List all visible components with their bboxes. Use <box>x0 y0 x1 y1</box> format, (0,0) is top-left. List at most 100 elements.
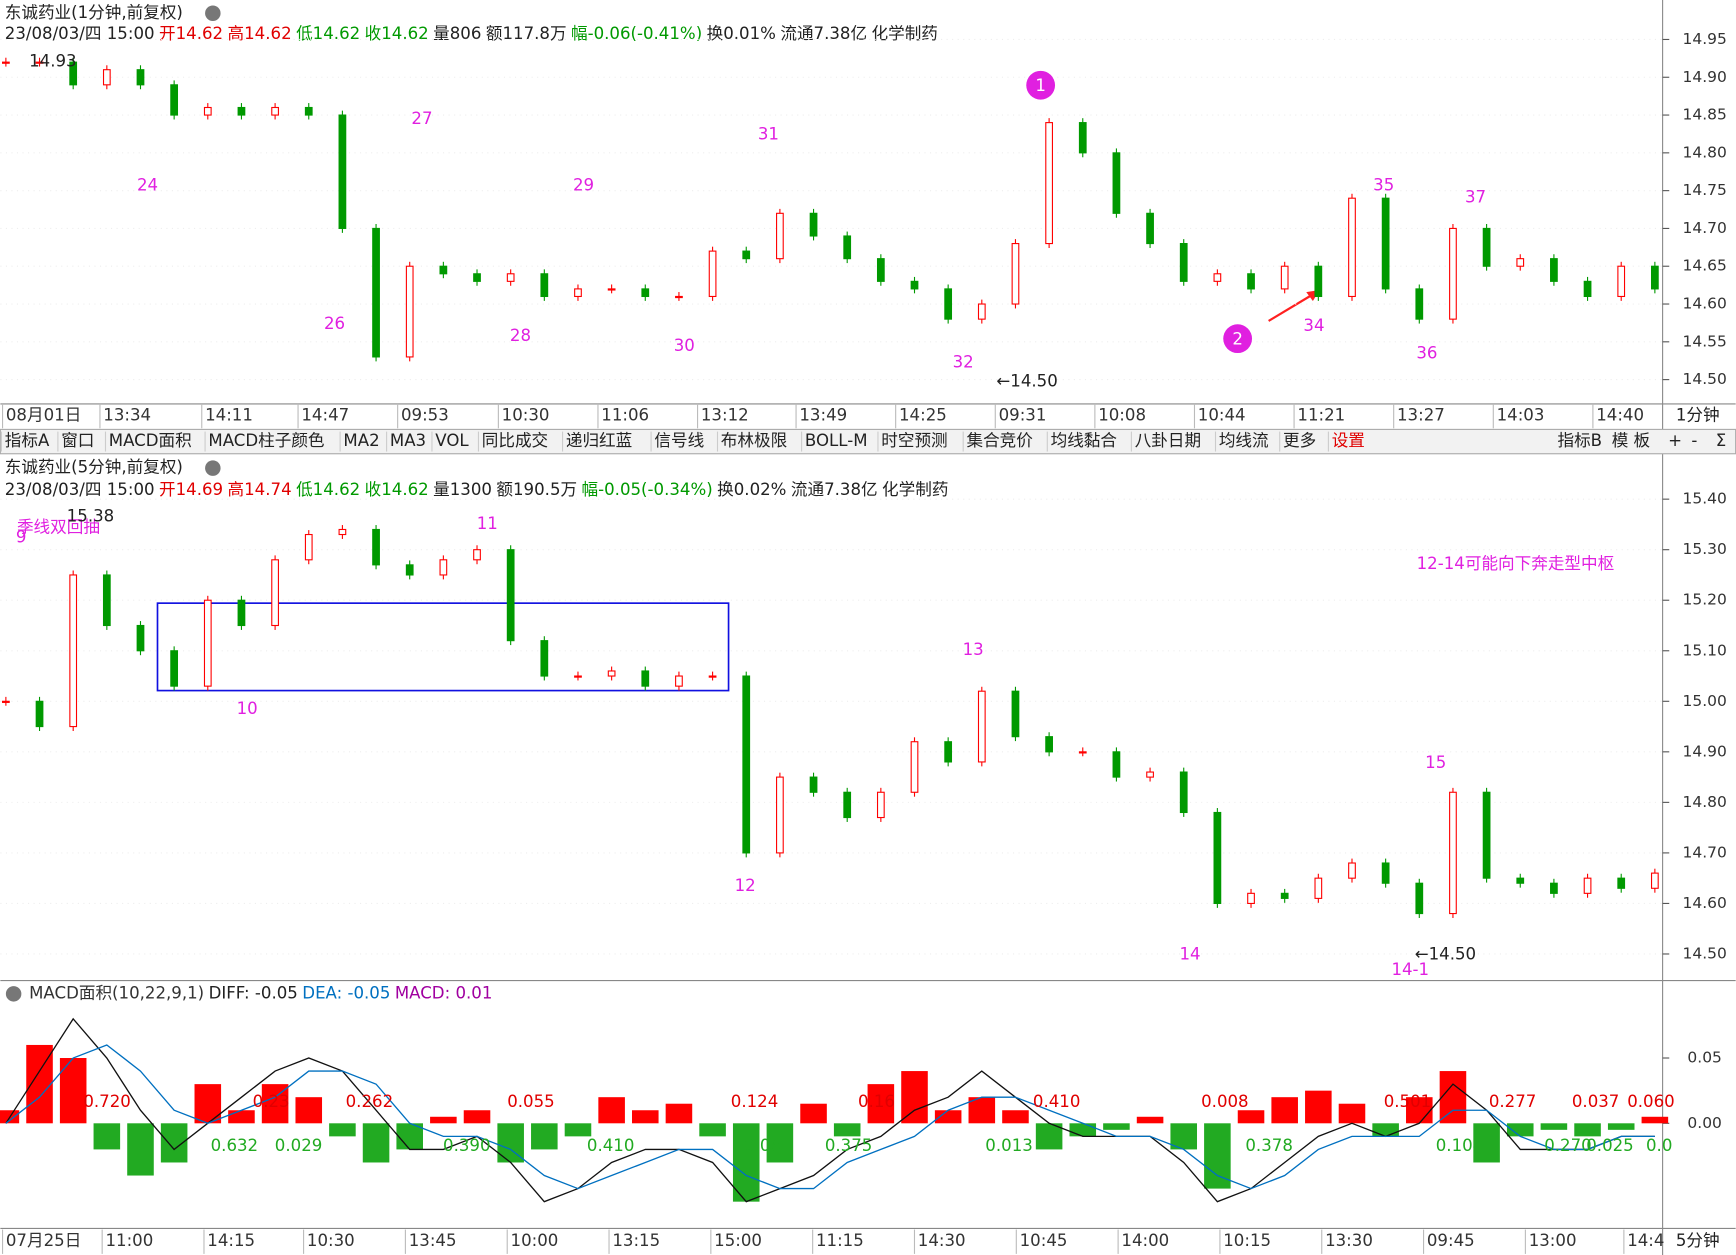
toolbar-button[interactable]: 模 板 <box>1612 431 1651 450</box>
annotation: 9 <box>16 527 27 546</box>
y-tick-label: 15.00 <box>1682 692 1726 710</box>
x-tick-label: 11:06 <box>601 406 649 425</box>
x-tick-label: 13:45 <box>409 1231 457 1250</box>
x-tick-label: 13:34 <box>103 406 151 425</box>
toolbar-button[interactable]: 均线黏合 <box>1051 431 1118 450</box>
candle <box>35 700 44 728</box>
macd-bar <box>1372 1123 1399 1137</box>
toolbar-button[interactable]: 递归红蓝 <box>566 431 632 450</box>
candle <box>237 599 246 627</box>
toolbar-button[interactable]: MACD面积 <box>109 431 192 450</box>
macd-bar <box>1136 1116 1164 1124</box>
candle <box>1482 227 1491 267</box>
annotation: 36 <box>1416 344 1437 363</box>
y-tick-label: 14.85 <box>1682 106 1726 124</box>
macd-bar <box>463 1110 491 1124</box>
info-item: 换0.02% <box>717 480 786 499</box>
dea-line <box>5 1044 1655 1190</box>
candle <box>1381 862 1390 884</box>
candle <box>2 700 10 703</box>
toolbar-button[interactable]: 集合竞价 <box>966 431 1033 450</box>
candle <box>372 528 380 566</box>
toolbar-button[interactable]: 八卦日期 <box>1135 431 1201 450</box>
y-tick-label: 14.65 <box>1682 257 1726 275</box>
toolbar-button[interactable]: BOLL-M <box>805 431 868 450</box>
info-item: 收14.62 <box>365 24 429 43</box>
macd-bar <box>1540 1123 1568 1130</box>
candle <box>1650 872 1659 889</box>
y-axis: 0.00 0.05 <box>1662 1049 1722 1132</box>
x-tick-label: 11:15 <box>816 1231 864 1250</box>
candle <box>1583 280 1592 298</box>
candle <box>1112 751 1121 778</box>
macd-bar <box>362 1123 390 1163</box>
annotation: 29 <box>573 175 594 194</box>
y-tick-label: 14.50 <box>1682 944 1726 962</box>
y-tick-label: 14.60 <box>1682 894 1726 912</box>
info-item: 23/08/03/四 15:00 <box>5 24 155 43</box>
macd-bar <box>1103 1123 1130 1130</box>
candle <box>1516 877 1525 884</box>
toolbar-button[interactable]: + <box>1668 431 1682 450</box>
annotation: 24 <box>137 175 158 194</box>
toolbar-button[interactable]: 均线流 <box>1219 431 1269 450</box>
candle <box>910 741 919 793</box>
info-item: 流通7.38亿 <box>780 24 867 43</box>
toolbar-button[interactable]: VOL <box>435 431 469 450</box>
toolbar-button[interactable]: MACD柱子颜色 <box>208 431 324 450</box>
toolbar-button[interactable]: 指标B <box>1557 431 1602 450</box>
candle <box>1011 690 1020 738</box>
area-label: 0.375 <box>825 1136 873 1155</box>
arrow <box>1268 293 1314 322</box>
y-tick-label: 15.30 <box>1682 540 1726 558</box>
title-toggle[interactable] <box>205 460 221 476</box>
macd-bar <box>93 1123 121 1150</box>
toolbar-button[interactable]: 窗口 <box>61 431 94 450</box>
y-tick-label: 15.10 <box>1682 641 1726 659</box>
macd-bar <box>295 1097 323 1124</box>
toolbar-button[interactable]: 更多 <box>1283 431 1316 450</box>
macd-bar <box>1035 1123 1063 1150</box>
candle <box>203 106 212 116</box>
macd-bar <box>833 1123 861 1137</box>
area-label: 0.270 <box>1544 1136 1592 1155</box>
title-toggle[interactable] <box>205 5 221 22</box>
area-label: 0.277 <box>1489 1092 1537 1111</box>
area-label: 0.06 <box>744 1136 781 1155</box>
annotation: 季线双回抽 <box>17 517 100 536</box>
x-tick-label: 08月01日 <box>6 406 81 425</box>
candle <box>1381 197 1390 290</box>
candle <box>910 280 919 290</box>
macd-toggle[interactable] <box>5 986 22 1002</box>
macd-bar <box>430 1116 457 1124</box>
toolbar-button[interactable]: MA3 <box>390 431 426 450</box>
candle <box>944 288 953 320</box>
toolbar-button[interactable]: 指标A <box>5 431 50 450</box>
annotation: 26 <box>324 314 345 333</box>
candle <box>1449 227 1457 320</box>
toolbar-button[interactable]: Σ <box>1716 431 1727 450</box>
candle <box>607 288 616 291</box>
toolbar-button[interactable]: 布林极限 <box>721 431 787 450</box>
candle <box>1415 882 1424 915</box>
x-tick-label: 10:15 <box>1223 1231 1271 1250</box>
toolbar-button[interactable]: 设置 <box>1332 431 1365 450</box>
area-label: 0.632 <box>211 1136 259 1155</box>
toolbar-button[interactable]: 信号线 <box>654 431 704 450</box>
candle <box>1280 892 1289 899</box>
candle <box>1583 877 1592 894</box>
toolbar-button[interactable]: MA2 <box>343 431 379 450</box>
toolbar-button[interactable]: - <box>1691 431 1697 450</box>
macd-bar <box>1607 1123 1635 1130</box>
candle <box>1482 791 1491 879</box>
toolbar-button[interactable]: 时空预测 <box>881 431 947 450</box>
toolbar-button[interactable]: 同比成交 <box>482 431 548 450</box>
candle <box>506 273 515 282</box>
info-item: 幅-0.06(-0.41%) <box>571 24 702 43</box>
area-label: 0.104 <box>1436 1136 1484 1155</box>
annotation: 37 <box>1465 188 1486 207</box>
area-label: 0.037 <box>1572 1092 1620 1111</box>
candle <box>69 61 78 86</box>
x-tick-label: 10:08 <box>1098 406 1146 425</box>
